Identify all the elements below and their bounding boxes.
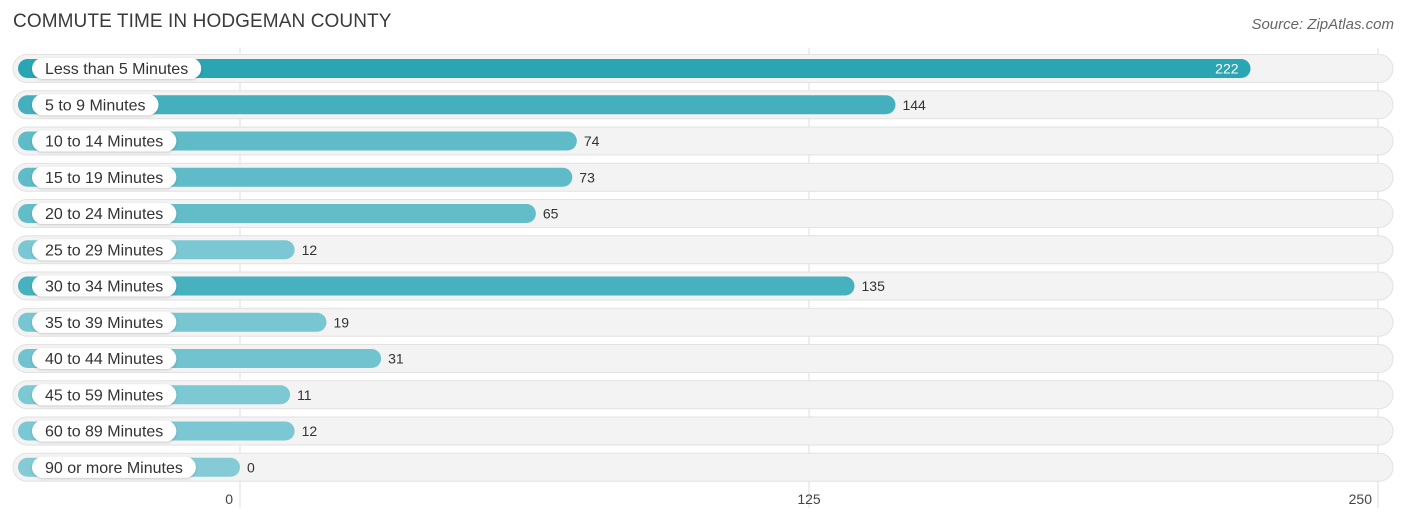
category-label-pill: [32, 203, 177, 224]
bar-row: 25 to 29 Minutes 12: [12, 235, 1394, 265]
category-label: 25 to 29 Minutes: [45, 242, 163, 259]
value-label: 12: [302, 242, 318, 258]
category-label: 45 to 59 Minutes: [45, 387, 163, 404]
value-label: 11: [297, 387, 312, 403]
value-label: 65: [543, 206, 559, 222]
bar-row: 15 to 19 Minutes 73: [12, 162, 1394, 192]
value-label: 144: [902, 97, 926, 113]
value-label: 31: [388, 351, 404, 367]
category-label-pill: [32, 130, 177, 152]
bar-track: [12, 307, 1394, 337]
bar-row: 20 to 24 Minutes 65: [12, 199, 1394, 228]
bar-row: Less than 5 Minutes 222: [12, 54, 1394, 83]
source-credit: Source: ZipAtlas.com: [1251, 16, 1394, 33]
category-label-pill: [32, 58, 202, 79]
bar-row: 40 to 44 Minutes 31: [12, 344, 1394, 373]
category-label-pill: [32, 384, 177, 406]
x-tick-label: 0: [225, 491, 233, 507]
x-tick-label: 125: [797, 491, 821, 507]
value-label: 74: [584, 133, 600, 149]
bar-row: 10 to 14 Minutes 74: [12, 126, 1394, 156]
category-label: 90 or more Minutes: [45, 460, 183, 477]
category-label: 15 to 19 Minutes: [45, 170, 163, 187]
value-label: 19: [333, 314, 349, 330]
category-label: Less than 5 Minutes: [45, 61, 188, 78]
category-label-pill: [32, 239, 177, 261]
category-label-pill: [32, 311, 177, 333]
bar: [18, 276, 855, 296]
bar-row: 30 to 34 Minutes 135: [12, 271, 1394, 301]
category-label-pill: [32, 420, 177, 442]
category-label-pill: [32, 348, 177, 369]
category-label: 40 to 44 Minutes: [45, 351, 163, 368]
x-tick-label: 250: [1349, 491, 1373, 507]
category-label: 60 to 89 Minutes: [45, 424, 163, 441]
bar-row: 45 to 59 Minutes 11: [12, 380, 1394, 410]
value-label: 135: [862, 278, 886, 294]
category-label-pill: [32, 94, 159, 116]
bar-row: 60 to 89 Minutes 12: [12, 416, 1394, 446]
category-label-pill: [32, 166, 177, 188]
bar: [18, 59, 1251, 78]
category-label: 20 to 24 Minutes: [45, 206, 163, 223]
value-label: 73: [579, 169, 595, 185]
category-label: 35 to 39 Minutes: [45, 315, 163, 332]
bar-row: 35 to 39 Minutes 19: [12, 307, 1394, 337]
category-label-pill: [32, 275, 177, 297]
category-label: 10 to 14 Minutes: [45, 134, 163, 151]
bar-row: 5 to 9 Minutes 144: [12, 90, 1394, 120]
bar-track: [12, 235, 1394, 265]
bar-track: [12, 416, 1394, 446]
chart-title: COMMUTE TIME IN HODGEMAN COUNTY: [13, 11, 392, 32]
x-axis-ticks: 0 125 250: [225, 491, 1372, 507]
bar-row: 90 or more Minutes 0: [12, 452, 1394, 482]
category-label: 30 to 34 Minutes: [45, 279, 163, 296]
bar-track: [12, 452, 1394, 482]
category-label: 5 to 9 Minutes: [45, 97, 146, 114]
value-label: 222: [1215, 61, 1239, 77]
bar-rows: Less than 5 Minutes 222 5 to 9 Minutes 144 1…: [12, 54, 1394, 482]
value-label: 0: [247, 459, 255, 475]
bar: [18, 95, 896, 115]
value-label: 12: [302, 423, 318, 439]
bar-track: [12, 380, 1394, 410]
category-label-pill: [32, 456, 196, 478]
